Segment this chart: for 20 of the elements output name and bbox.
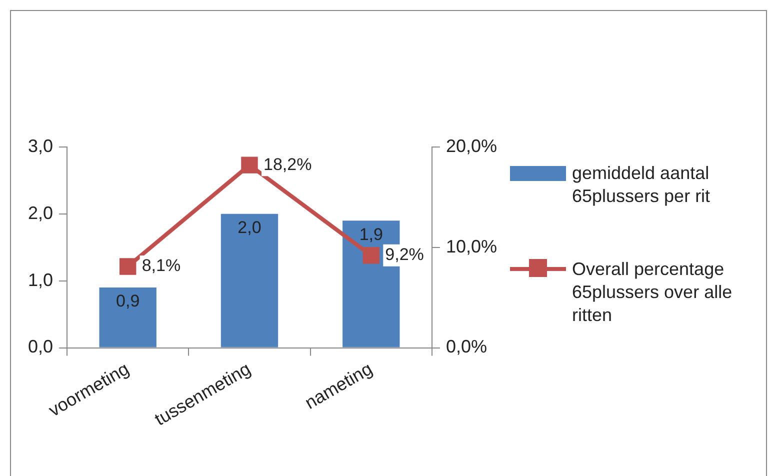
- y-tick-label: 3,0: [28, 136, 54, 156]
- y-tick-label: 1,0: [28, 270, 54, 290]
- y-tick-label: 2,0: [28, 202, 54, 223]
- y-tick-label: 0,0: [28, 336, 54, 357]
- y2-tick-label: 0,0%: [446, 336, 487, 357]
- point: [362, 247, 380, 264]
- data-label: 1,9: [359, 224, 383, 244]
- data-label: 18,2%: [263, 154, 312, 174]
- data-label: 8,1%: [142, 256, 181, 276]
- point: [241, 156, 258, 174]
- bar: [99, 288, 156, 348]
- y2-tick-label: 10,0%: [446, 236, 498, 256]
- legend-label: gemiddeld aantal 65plussers per rit: [572, 163, 710, 206]
- data-label: 9,2%: [385, 245, 424, 264]
- bar: [220, 214, 278, 348]
- legend-label: Overall percentage 65plussers over alle ritten: [572, 259, 732, 325]
- data-label: 2,0: [238, 218, 262, 238]
- data-label: 0,9: [116, 292, 140, 311]
- y2-tick-label: 20,0%: [446, 136, 498, 156]
- point: [119, 258, 136, 275]
